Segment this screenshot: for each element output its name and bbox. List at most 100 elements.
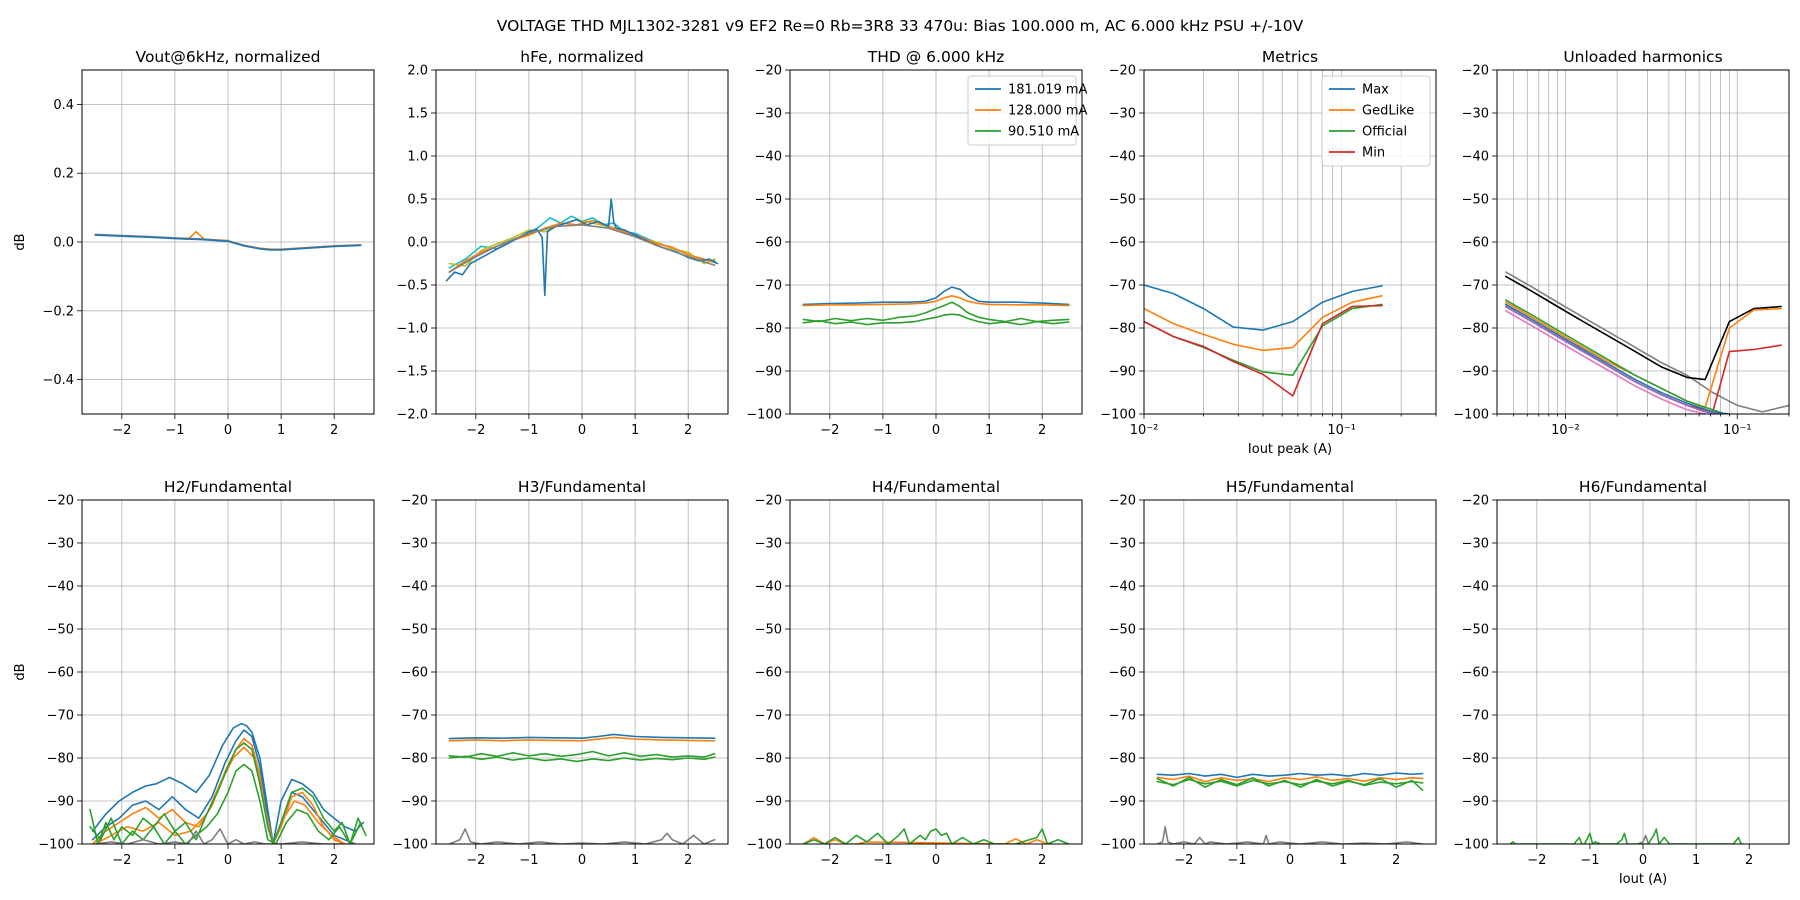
series-line-3: [94, 234, 362, 251]
y-tick-label: −40: [1462, 150, 1489, 165]
y-tick-label: 0.4: [53, 98, 74, 113]
subplot-title: Metrics: [1262, 48, 1318, 66]
series-line-5: [89, 742, 367, 844]
x-tick-label: −1: [1227, 853, 1246, 868]
x-tick-label: 2: [1745, 853, 1753, 868]
legend-label: 90.510 mA: [1008, 125, 1079, 140]
y-tick-label: −0.4: [42, 373, 74, 388]
y-tick-label: −80: [755, 752, 782, 767]
x-tick-label: −2: [820, 423, 839, 438]
series-line-1: [1636, 834, 1650, 844]
series-line-2: [1144, 294, 1383, 352]
y-tick-label: −60: [401, 666, 428, 681]
x-tick-label: 2: [330, 423, 338, 438]
subplot-metrics: 10⁻² 10⁻¹ −100 −90 −80 −70 −60 −50 −40 −30 −20 Metr…: [1100, 48, 1437, 457]
y-tick-label: −40: [47, 580, 74, 595]
series-line-4: [1156, 776, 1424, 792]
subplot-h5: −2 −1 0 1 2 −100 −90 −80 −70 −60 −50 −40 −30 −20 H5/Fu…: [1100, 478, 1437, 868]
series-line-5: [448, 224, 716, 273]
y-tick-label: −90: [1462, 795, 1489, 810]
y-tick-label: −50: [1462, 193, 1489, 208]
y-tick-label: −30: [1462, 107, 1489, 122]
series-group: [89, 722, 367, 844]
legend-label: Official: [1362, 125, 1407, 140]
series-line-5: [1505, 299, 1726, 414]
legend-label: Max: [1362, 83, 1389, 98]
series-line-4: [448, 755, 716, 763]
subplots: −2 −1 0 1 2 −0.4 −0.2 0.0 0.2 0.4 Vout@6kHz, norma…: [13, 48, 1790, 887]
x-tick-label: −2: [466, 423, 485, 438]
legend: Max GedLike Official Min: [1321, 75, 1431, 167]
subplot-title: Unloaded harmonics: [1563, 48, 1722, 66]
y-tick-label: −20: [47, 494, 74, 509]
subplot-title: H4/Fundamental: [872, 478, 1000, 496]
y-tick-label: −50: [401, 623, 428, 638]
x-tick-label: 0: [932, 853, 940, 868]
y-tick-label: −50: [47, 623, 74, 638]
x-tick-label: 1: [631, 853, 639, 868]
y-tick-label: 2.0: [407, 64, 428, 79]
y-tick-label: −60: [1462, 666, 1489, 681]
series-line-3: [91, 737, 357, 844]
x-tick-label: 0: [224, 423, 232, 438]
y-tick-label: −90: [755, 365, 782, 380]
y-tick-label: −2.0: [396, 408, 428, 423]
x-tick-label: 0: [224, 853, 232, 868]
y-tick-label: −70: [755, 709, 782, 724]
series-line-2: [802, 828, 1070, 844]
subplot-h2: −2 −1 0 1 2 −100 −90 −80 −70 −60 −50 −40 −30 −20 H2/Fu…: [13, 478, 375, 868]
y-tick-label: −30: [1462, 537, 1489, 552]
y-tick-label: −20: [1109, 64, 1136, 79]
x-tick-label: 0: [578, 423, 586, 438]
x-tick-label: −1: [519, 423, 538, 438]
x-tick-label: −1: [519, 853, 538, 868]
series-line-6: [89, 763, 362, 844]
series-group: [1509, 828, 1745, 844]
y-tick-label: −90: [1462, 365, 1489, 380]
x-tick-label: 1: [1339, 853, 1347, 868]
series-line-1: [802, 286, 1070, 306]
y-tick-label: −60: [47, 666, 74, 681]
legend-box: [1321, 75, 1431, 167]
series-group: [802, 828, 1070, 844]
x-axis-label: Iout peak (A): [1248, 442, 1332, 457]
y-tick-label: −70: [47, 709, 74, 724]
x-tick-label: 0: [1639, 853, 1647, 868]
subplot-thd: −2 −1 0 1 2 −100 −90 −80 −70 −60 −50 −40 −30 −20 THD @…: [746, 48, 1087, 438]
y-tick-label: −40: [401, 580, 428, 595]
y-tick-label: −50: [1462, 623, 1489, 638]
x-tick-label: 0: [1286, 853, 1294, 868]
x-tick-label: 1: [631, 423, 639, 438]
legend: 181.019 mA 128.000 mA 90.510 mA: [967, 75, 1088, 146]
y-tick-label: −80: [1109, 752, 1136, 767]
series-line-1: [1505, 271, 1789, 413]
y-tick-label: −20: [755, 494, 782, 509]
y-tick-label: −100: [1100, 838, 1136, 853]
y-tick-label: −100: [1453, 408, 1489, 423]
x-tick-label: 2: [1038, 853, 1046, 868]
y-tick-label: −100: [746, 838, 782, 853]
y-tick-label: −20: [401, 494, 428, 509]
legend-label: 128.000 mA: [1008, 104, 1088, 119]
series-line-2: [448, 218, 716, 267]
x-tick-label: 2: [1038, 423, 1046, 438]
subplot-h4: −2 −1 0 1 2 −100 −90 −80 −70 −60 −50 −40 −30 −20 H4/Fu…: [746, 478, 1083, 868]
series-group: [1156, 772, 1424, 844]
y-tick-label: −30: [47, 537, 74, 552]
x-tick-label: 0: [578, 853, 586, 868]
x-tick-label: −1: [1580, 853, 1599, 868]
series-line-2: [91, 729, 357, 844]
legend-label: Min: [1362, 146, 1385, 161]
y-tick-label: −40: [1462, 580, 1489, 595]
y-tick-label: 0.5: [407, 193, 428, 208]
y-tick-label: −40: [755, 580, 782, 595]
y-axis-label: dB: [13, 663, 28, 680]
series-line-4: [802, 313, 1070, 326]
y-tick-label: −70: [1109, 709, 1136, 724]
y-tick-label: −80: [47, 752, 74, 767]
series-line-2: [802, 294, 1070, 307]
y-tick-label: −90: [1109, 795, 1136, 810]
y-tick-label: −30: [401, 537, 428, 552]
y-tick-label: −100: [392, 838, 428, 853]
